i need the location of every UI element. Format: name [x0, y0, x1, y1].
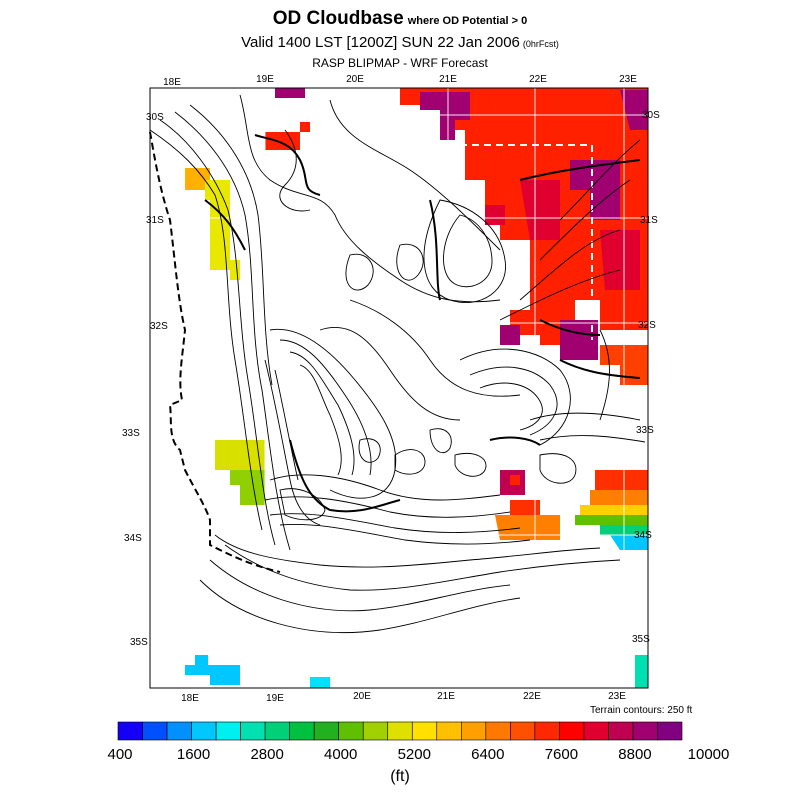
lon-label-bottom: 19E: [266, 693, 284, 704]
colorbar-tick-label: 2800: [250, 746, 284, 763]
colorbar-cell: [387, 721, 413, 741]
lat-label-left: 33S: [122, 428, 140, 439]
terrain-contours-bold: [204, 134, 641, 513]
cloudbase-cell-top: [275, 88, 305, 98]
colorbar-cell: [289, 721, 315, 741]
cloudbase-area-south-orange: [495, 515, 560, 540]
lon-label-bottom: 21E: [437, 691, 455, 702]
lat-label-right: 33S: [636, 425, 654, 436]
left-lat-labels: 30S 31S 32S 33S 34S 35S: [122, 112, 168, 648]
colorbar-cell: [215, 721, 241, 741]
colorbar-cell: [313, 721, 339, 741]
lat-label-right: 31S: [640, 215, 658, 226]
lon-label-top: 18E: [163, 77, 181, 88]
lat-label-right: 32S: [638, 320, 656, 331]
cloudbase-cell-south2: [510, 475, 520, 485]
lon-label-bottom: 18E: [181, 693, 199, 704]
cloudbase-cell-top2: [265, 122, 310, 150]
cloudbase-area-purple: [420, 90, 648, 360]
colorbar-tick-label: 4000: [324, 746, 358, 763]
colorbar-cell: [117, 721, 143, 741]
lat-label-right: 34S: [634, 530, 652, 541]
lon-label-top: 20E: [346, 74, 364, 85]
lon-label-bottom: 23E: [608, 691, 626, 702]
valid-time-text: Valid 1400 LST [1200Z] SUN 22 Jan 2006: [241, 34, 520, 51]
colorbar-cell: [485, 721, 511, 741]
lon-label-top: 21E: [439, 74, 457, 85]
title-text: OD Cloudbase: [272, 8, 404, 29]
graticule: [150, 88, 648, 688]
colorbar-cell: [338, 721, 364, 741]
lat-label-left: 34S: [124, 533, 142, 544]
cloudbase-se-cyan: [635, 655, 648, 688]
colorbar: [117, 721, 683, 741]
cloudbase-east-6: [610, 535, 648, 550]
lon-label-bottom: 22E: [523, 691, 541, 702]
map-title: OD Cloudbase where OD Potential > 0: [0, 8, 800, 30]
lat-label-left: 35S: [130, 637, 148, 648]
lon-label-top: 19E: [256, 74, 274, 85]
cloudbase-east-1: [595, 470, 648, 490]
domain-box: [460, 144, 593, 340]
colorbar-cell: [534, 721, 560, 741]
colorbar-tick-label: 7600: [544, 746, 579, 763]
colorbar-unit: (ft): [390, 768, 410, 785]
colorbar-cell: [264, 721, 290, 741]
terrain-note: Terrain contours: 250 ft: [590, 705, 693, 716]
colorbar-tick-label: 10000: [687, 746, 730, 763]
colorbar-cell: [142, 721, 168, 741]
colorbar-cell: [657, 721, 683, 741]
colorbar-cell: [411, 721, 438, 741]
cloudbase-field: [185, 88, 648, 688]
lat-label-left: 30S: [146, 112, 164, 123]
right-lat-labels: 30S 31S 32S 33S 34S 35S: [632, 110, 660, 645]
colorbar-cell: [240, 721, 266, 741]
cloudbase-sw-cyan: [185, 655, 240, 685]
colorbar-tick-label: 400: [107, 746, 133, 763]
map-frame: [149, 87, 649, 689]
title-suffix: where OD Potential > 0: [407, 15, 528, 27]
colorbar-cell: [191, 721, 217, 741]
lon-label-top: 22E: [529, 74, 547, 85]
cloudbase-area-west3: [230, 470, 265, 505]
lon-label-top: 23E: [619, 74, 637, 85]
colorbar-tick-label: 8800: [618, 746, 652, 763]
cloudbase-area-west-orange: [185, 168, 210, 190]
cloudbase-area-south-red: [510, 500, 540, 515]
colorbar-cell: [559, 721, 585, 741]
lat-label-left: 32S: [150, 321, 168, 332]
lat-label-right: 30S: [642, 110, 660, 121]
cloudbase-area-west2: [215, 440, 265, 470]
lat-label-right: 35S: [632, 634, 650, 645]
colorbar-cell: [632, 721, 658, 741]
colorbar-cell: [436, 721, 462, 741]
model-name: RASP BLIPMAP - WRF Forecast: [312, 56, 488, 70]
valid-time: Valid 1400 LST [1200Z] SUN 22 Jan 2006 (0…: [0, 34, 800, 51]
top-lon-labels: 18E 19E 20E 21E 22E 23E: [163, 74, 637, 88]
lon-label-bottom: 20E: [353, 691, 371, 702]
colorbar-tick-label: 1600: [176, 746, 211, 763]
cloudbase-s-cyan: [310, 677, 330, 688]
colorbar-cell: [608, 721, 634, 741]
colorbar-cell: [461, 721, 487, 741]
cloudbase-east-3: [580, 505, 648, 515]
colorbar-cell: [362, 721, 389, 741]
coastline: [149, 131, 281, 573]
colorbar-tick-label: 6400: [471, 746, 505, 763]
colorbar-cell: [510, 721, 536, 741]
colorbar-tick-label: 5200: [397, 746, 431, 763]
lat-label-left: 31S: [146, 215, 164, 226]
cloudbase-east-2: [590, 490, 648, 505]
cloudbase-east-4: [575, 515, 648, 525]
terrain-contours: [149, 94, 646, 633]
colorbar-cell: [583, 721, 609, 741]
colorbar-cell: [166, 721, 192, 741]
bottom-lon-labels: 18E 19E 20E 21E 22E 23E: [181, 691, 626, 704]
forecast-hour: (0hrFcst): [522, 39, 559, 49]
